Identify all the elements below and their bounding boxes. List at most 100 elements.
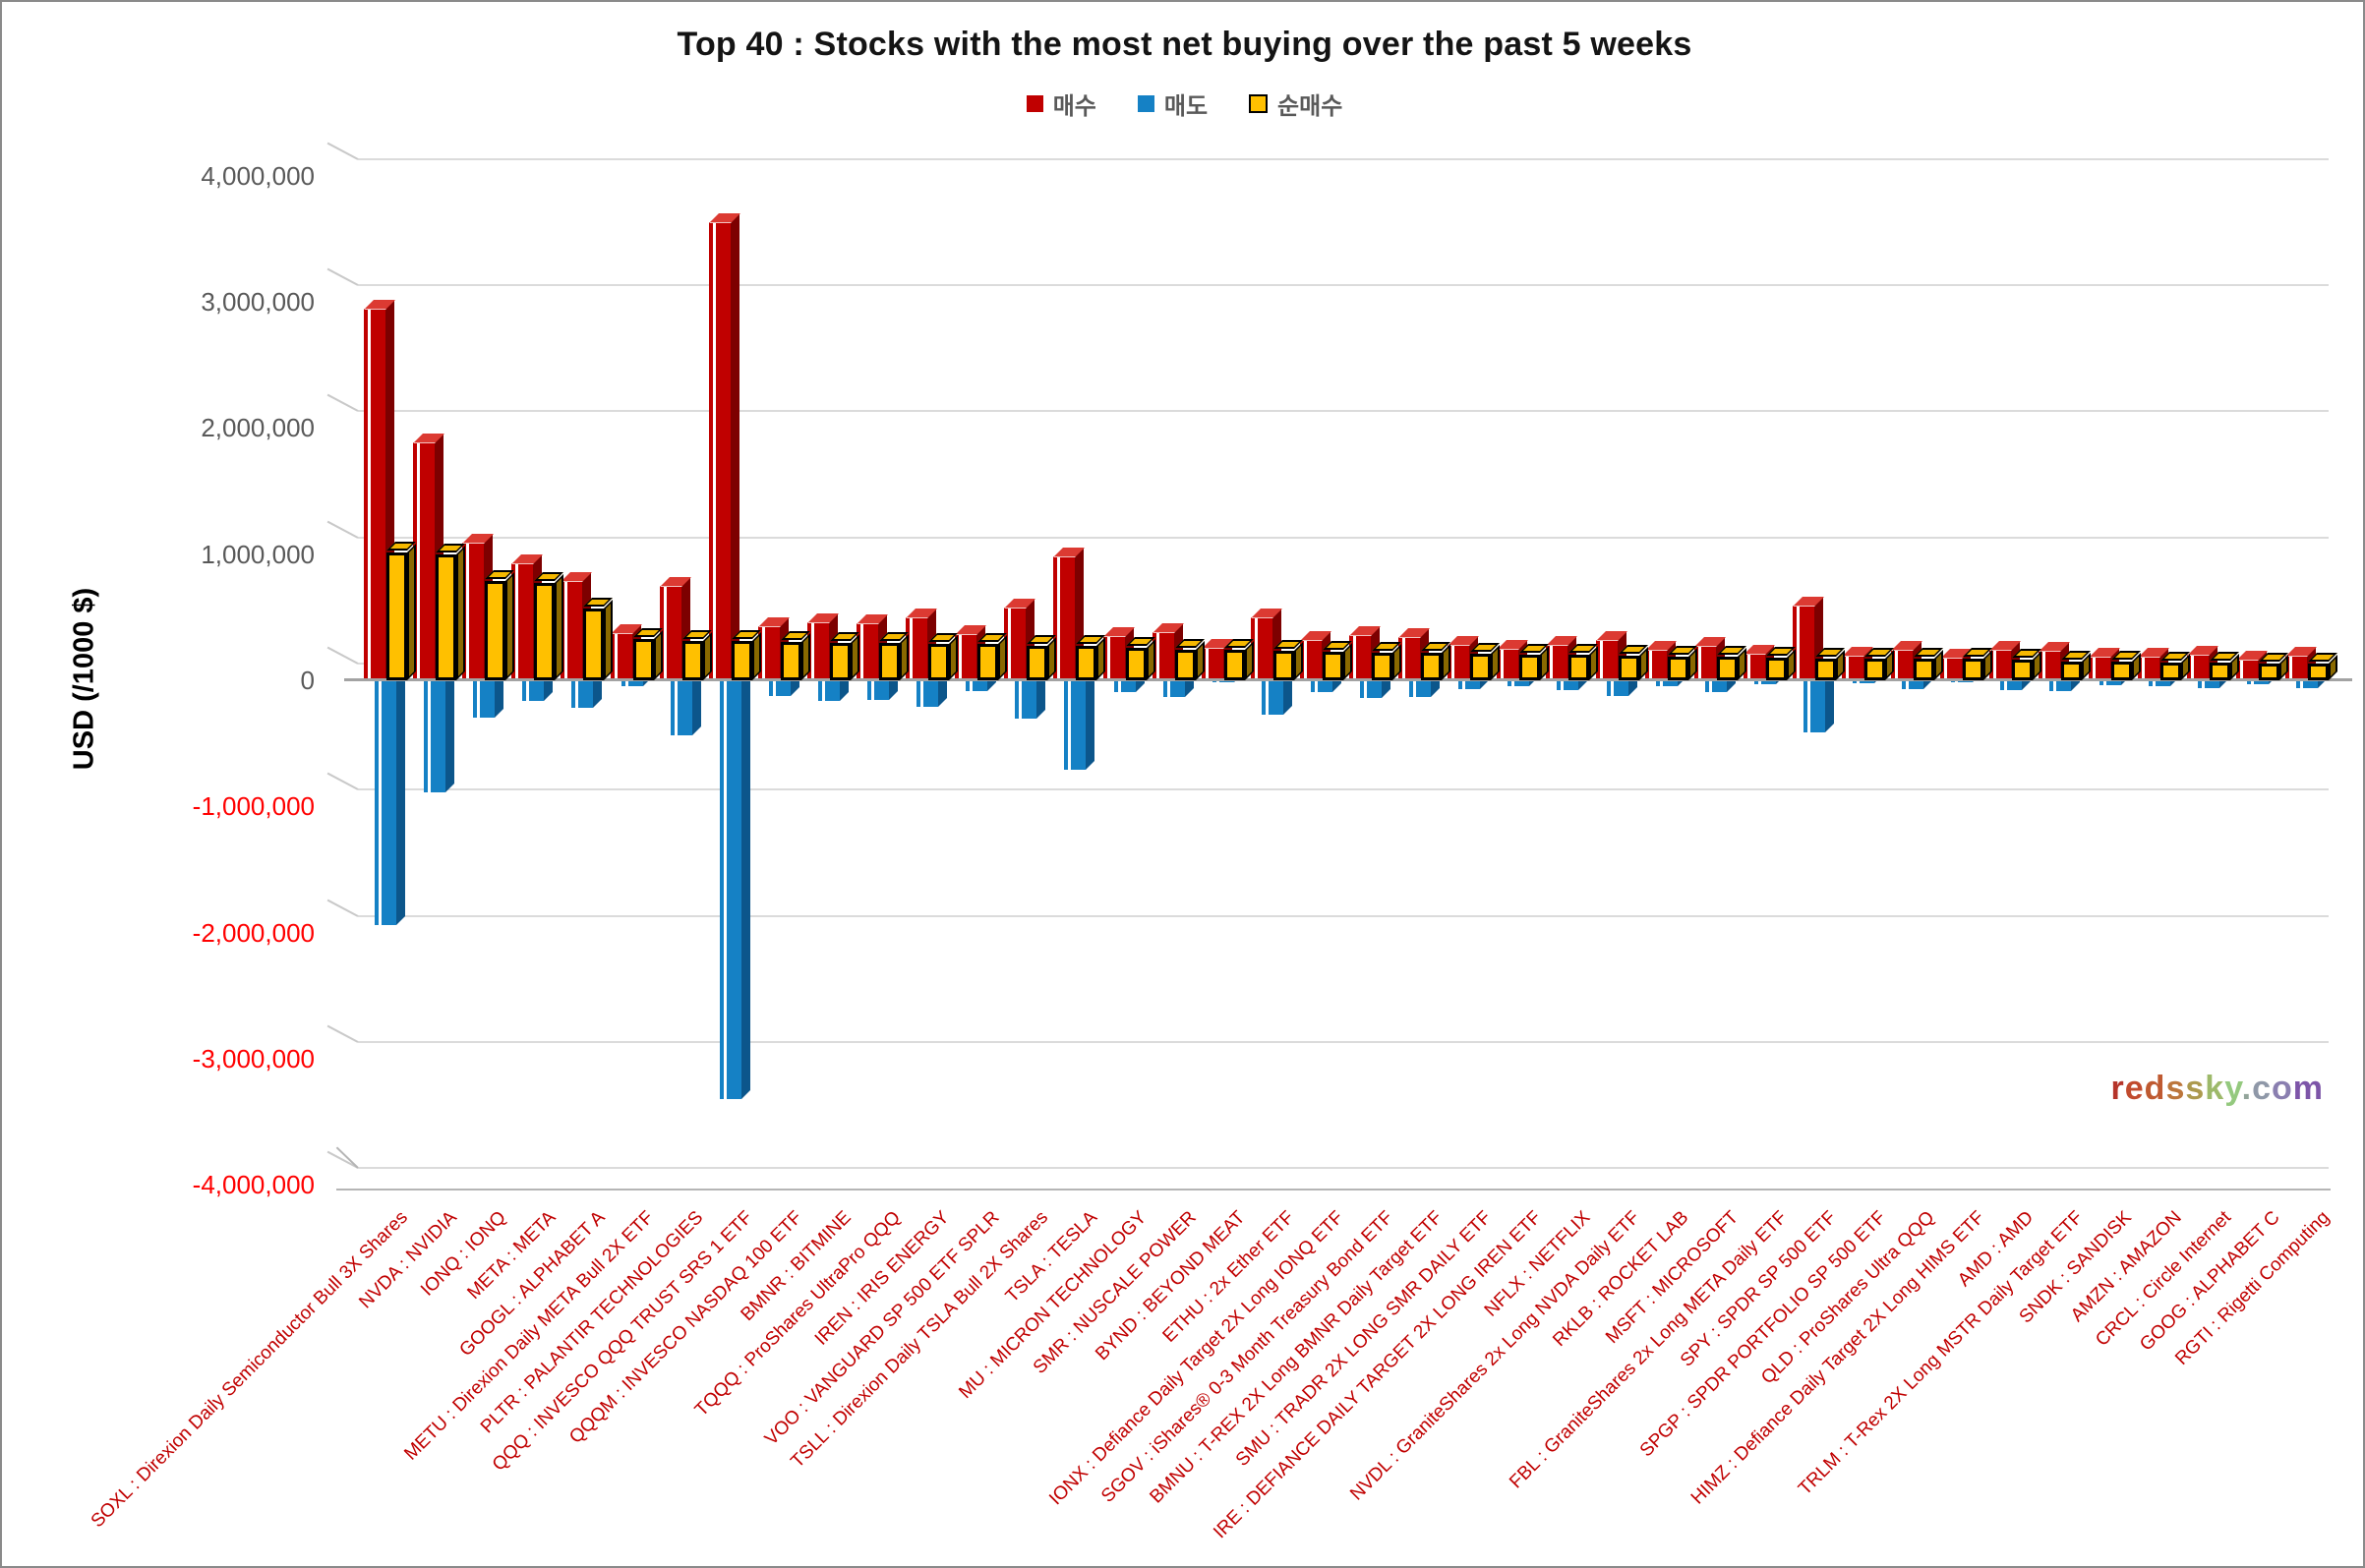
bar-net-RGTI	[2307, 653, 2337, 680]
bar-net-TSLL	[1027, 634, 1057, 680]
legend-item-net: 순매수	[1249, 87, 1342, 121]
y-tick-leader-icon	[326, 899, 359, 917]
y-axis-tick-label: 1,000,000	[201, 539, 315, 569]
legend-label-net: 순매수	[1277, 93, 1343, 120]
y-tick-leader-icon	[326, 646, 359, 665]
bar-net-QQQ	[731, 630, 761, 680]
bar-sell-VOO	[966, 671, 997, 691]
y-tick-leader-icon	[326, 394, 359, 413]
bar-net-SGOV	[1372, 641, 1401, 680]
bar-net-SPGP	[1864, 647, 1894, 680]
net-bar-side-face	[456, 545, 466, 680]
bar-net-GOOGL	[583, 597, 614, 680]
net-bar-side-face	[850, 633, 859, 680]
bar-net-SNDK	[2110, 651, 2141, 680]
bar-sell-IREN	[916, 671, 948, 707]
bar-buy-TSLA	[1053, 548, 1086, 680]
bar-net-AMZN	[2159, 651, 2190, 680]
watermark-char: y	[2224, 1070, 2242, 1107]
bar-sell-CRCL	[2197, 671, 2228, 689]
sell-bar-side-face	[445, 671, 455, 793]
bar-net-SPY	[1814, 647, 1845, 680]
bar-buy-TSLL	[1004, 598, 1036, 680]
watermark: redssky.com	[2111, 1070, 2324, 1108]
y-tick-leader-icon	[326, 1024, 359, 1043]
bar-buy-SPGP	[1842, 646, 1873, 680]
bar-buy-IREN	[906, 608, 938, 680]
bar-buy-SMR	[1152, 623, 1184, 680]
bar-sell-IONQ	[473, 671, 504, 719]
bar-buy-MU	[1102, 627, 1135, 680]
bar-sell-TQQQ	[867, 671, 898, 700]
watermark-char: o	[2271, 1070, 2293, 1107]
bar-net-IREN	[928, 632, 959, 680]
bar-buy-TQQQ	[857, 614, 888, 680]
y-axis-tick-label: 4,000,000	[201, 160, 315, 191]
x-axis-tick-label: SOXL : Direxion Daily Semiconductor Bull…	[87, 1207, 412, 1533]
y-gridline	[358, 1167, 2329, 1170]
legend: 매수 매도 순매수	[2, 87, 2363, 121]
legend-label-sell: 매도	[1163, 93, 1209, 120]
bar-buy-HIMZ	[1940, 648, 1973, 680]
bar-sell-FBL	[1753, 671, 1785, 684]
bar-sell-NVDL	[1606, 671, 1637, 697]
bar-sell-BYND	[1212, 671, 1243, 682]
bar-sell-QQQM	[768, 671, 799, 697]
watermark-char: m	[2292, 1070, 2324, 1107]
bar-buy-GOOG	[2235, 650, 2268, 680]
bar-buy-QQQ	[708, 213, 740, 680]
bar-sell-BMNR	[817, 671, 849, 701]
y-axis-title: USD (/1000 $)	[68, 587, 100, 771]
bar-buy-QQQM	[757, 616, 790, 680]
bar-buy-IONQ	[462, 534, 495, 680]
bar-sell-QLD	[1902, 671, 1933, 689]
bar-net-NFLX	[1568, 644, 1599, 680]
watermark-char: s	[2185, 1070, 2206, 1107]
bar-buy-MSFT	[1693, 636, 1726, 680]
bar-sell-SGOV	[1360, 671, 1390, 698]
bar-net-BMNR	[829, 631, 859, 680]
y-tick-leader-icon	[326, 772, 359, 791]
bar-sell-SNDK	[2099, 671, 2130, 686]
bar-buy-CRCL	[2186, 645, 2218, 680]
y-tick-leader-icon	[326, 142, 359, 160]
y-axis-tick-label: 3,000,000	[201, 287, 315, 318]
bar-net-ETHU	[1272, 640, 1303, 680]
buy-bar-side-face	[730, 213, 739, 680]
bar-buy-SMU	[1448, 636, 1480, 680]
bar-sell-META	[522, 671, 554, 701]
bar-net-NVDL	[1618, 644, 1648, 680]
bar-net-MSFT	[1716, 646, 1746, 680]
bar-net-VOO	[977, 633, 1008, 680]
bar-net-IONX	[1322, 641, 1352, 680]
bar-buy-GOOGL	[561, 571, 593, 680]
bar-net-AMD	[2012, 648, 2042, 680]
bar-buy-AMZN	[2137, 647, 2169, 680]
bar-sell-TSLL	[1015, 671, 1046, 720]
bar-net-QQQM	[780, 630, 810, 680]
bar-net-CRCL	[2209, 652, 2239, 680]
y-axis-tick-label: -1,000,000	[192, 791, 315, 822]
bar-net-TQQQ	[879, 632, 909, 680]
bar-sell-AMD	[2000, 671, 2032, 691]
bar-sell-MU	[1113, 671, 1145, 693]
bar-sell-TSLA	[1064, 671, 1095, 771]
bar-buy-FBL	[1743, 645, 1775, 680]
net-bar-side-face	[505, 571, 515, 680]
bar-net-SMU	[1470, 643, 1501, 680]
bar-net-BMNU	[1421, 642, 1451, 680]
bar-sell-GOOGL	[571, 671, 603, 709]
y-axis-tick-label: 0	[300, 666, 315, 695]
watermark-char: e	[2124, 1070, 2145, 1107]
sell-bar-side-face	[1086, 671, 1095, 771]
bar-sell-ETHU	[1261, 671, 1292, 715]
floor-front-edge	[336, 1189, 2331, 1191]
bar-buy-AMD	[1989, 640, 2022, 680]
bar-sell-SPGP	[1853, 671, 1883, 683]
bar-sell-SOXL	[375, 671, 405, 925]
legend-item-buy: 매수	[1026, 87, 1096, 121]
bar-net-PLTR	[681, 629, 712, 680]
y-axis-tick-label: -4,000,000	[192, 1170, 315, 1200]
watermark-char: c	[2252, 1070, 2272, 1107]
watermark-char: d	[2144, 1070, 2166, 1107]
